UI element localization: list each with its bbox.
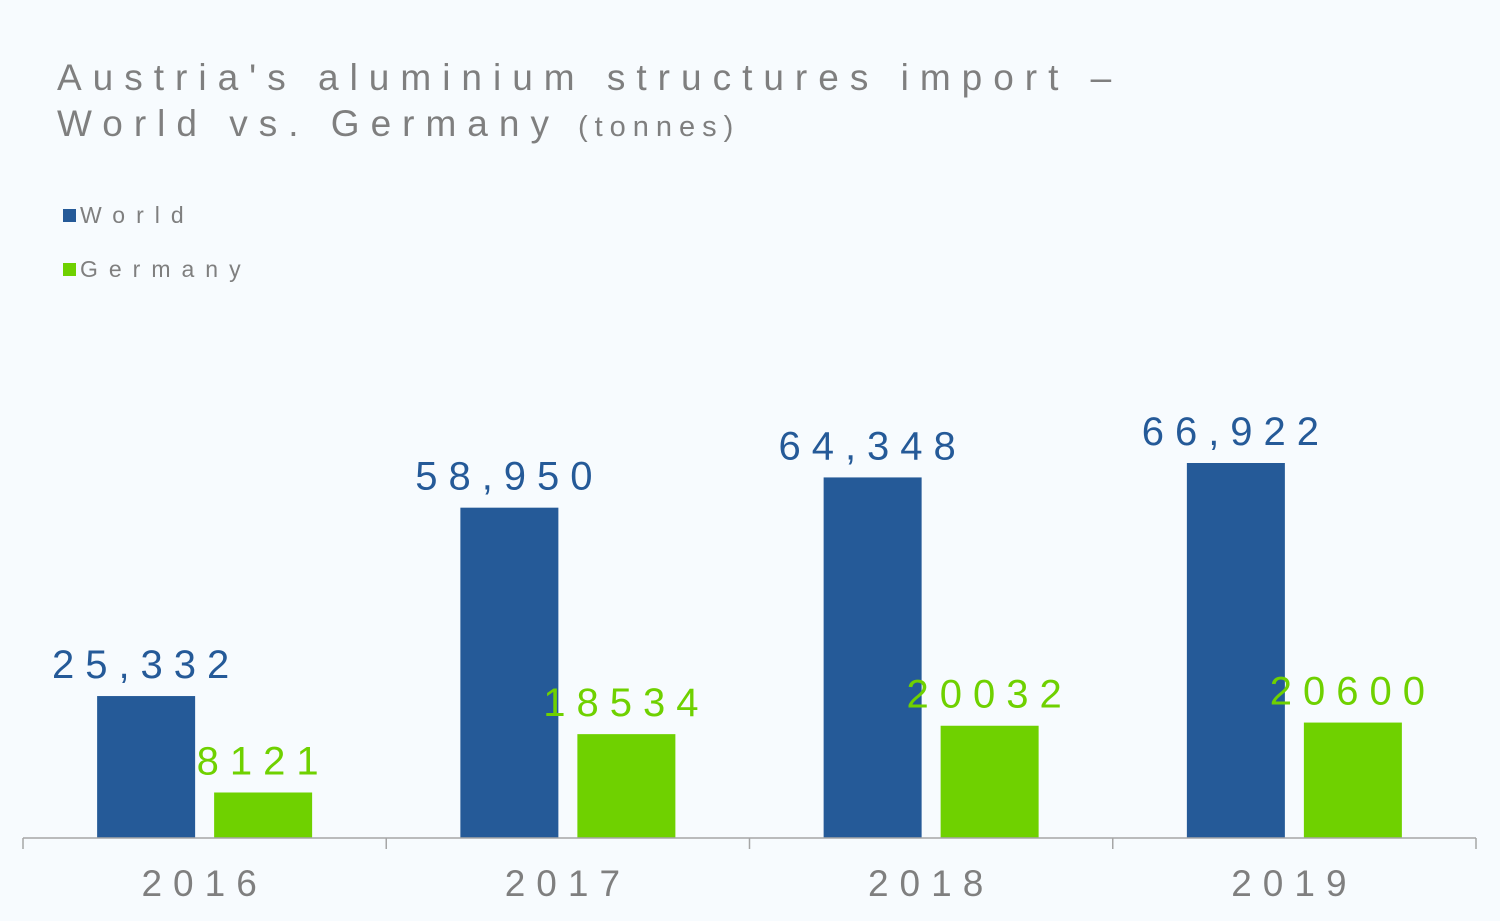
bar-germany-2018: [940, 725, 1039, 838]
x-tick-label-2018: 2018: [868, 863, 994, 904]
bars: [97, 463, 1402, 838]
chart-title-main: World vs. Germany: [57, 103, 560, 144]
data-label-germany-2019: 20600: [1270, 670, 1436, 714]
chart-title-unit: (tonnes): [578, 111, 740, 143]
legend-swatch-world: [63, 209, 76, 222]
data-label-germany-2017: 18534: [543, 681, 709, 725]
data-label-world-2017: 58,950: [415, 455, 603, 499]
legend-item-germany: Germany: [63, 256, 252, 282]
bar-world-2018: [823, 477, 922, 838]
x-tick-label-2019: 2019: [1231, 863, 1357, 904]
bar-world-2019: [1186, 463, 1285, 838]
data-label-germany-2018: 20032: [907, 673, 1073, 717]
chart-title: Austria's aluminium structures import – …: [57, 57, 1122, 144]
legend-swatch-germany: [63, 263, 76, 276]
x-tick-label-2016: 2016: [141, 863, 267, 904]
legend-label-germany: Germany: [80, 256, 252, 282]
bar-world-2017: [460, 507, 559, 838]
data-label-germany-2016: 8121: [197, 739, 330, 783]
legend: World Germany: [63, 202, 252, 282]
x-tick-label-2017: 2017: [505, 863, 631, 904]
legend-label-world: World: [80, 202, 195, 228]
bar-germany-2019: [1303, 722, 1402, 838]
data-labels: 25,332 8121 58,950 18534 64,348 20032 66,922 20…: [52, 410, 1436, 783]
data-label-world-2016: 25,332: [52, 643, 240, 687]
bar-germany-2016: [214, 792, 313, 838]
chart-title-line2: World vs. Germany (tonnes): [57, 103, 740, 144]
data-label-world-2019: 66,922: [1142, 410, 1330, 454]
bar-world-2016: [97, 696, 196, 838]
legend-item-world: World: [63, 202, 195, 228]
x-axis-tick-labels: 2016 2017 2018 2019: [141, 863, 1357, 904]
x-axis: [22, 837, 1477, 849]
chart-title-line1: Austria's aluminium structures import –: [57, 57, 1122, 98]
bar-germany-2017: [577, 734, 676, 838]
data-label-world-2018: 64,348: [778, 424, 966, 468]
